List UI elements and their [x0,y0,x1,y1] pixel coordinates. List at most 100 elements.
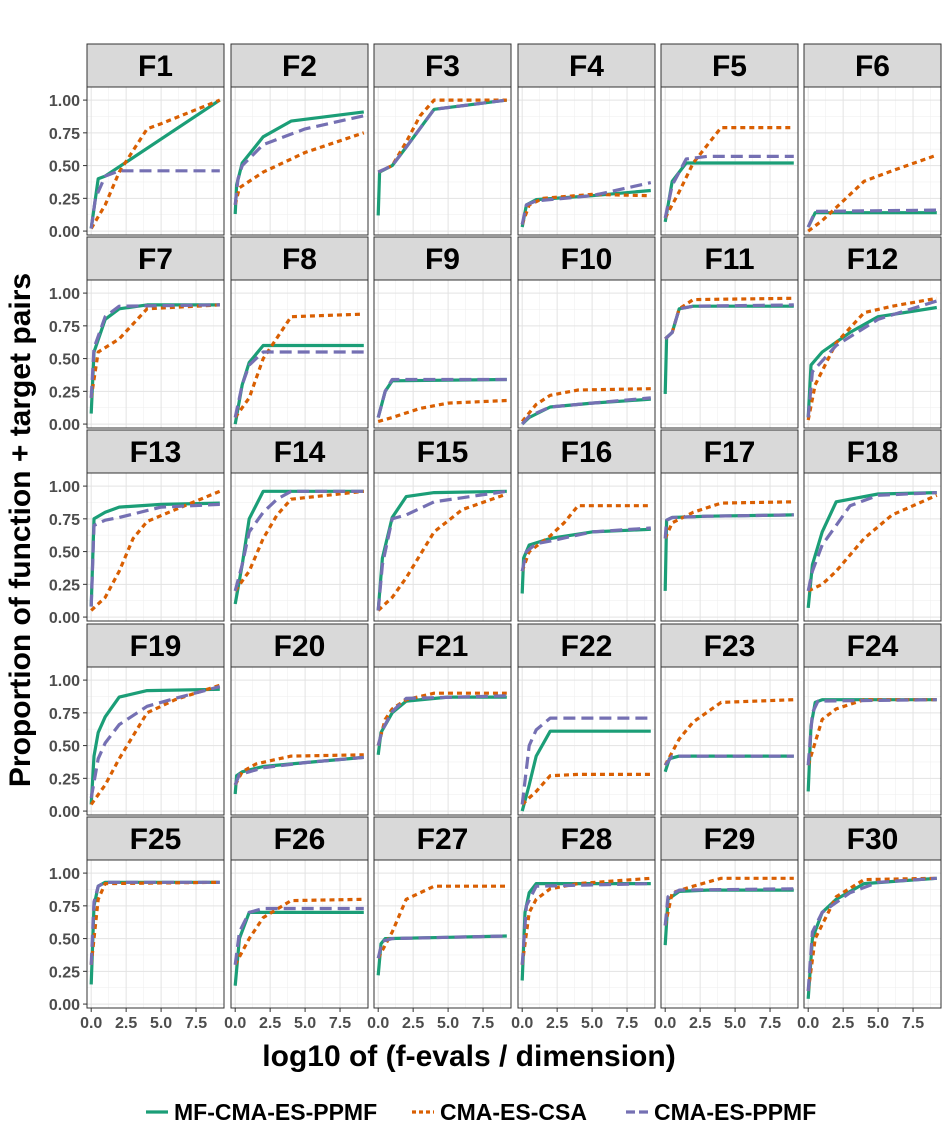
series-line-cma-es-ppmf [233,350,364,418]
facet-title: F20 [274,630,326,663]
facet-strip [230,623,369,668]
y-tick-label: 0.25 [49,771,80,788]
y-axis-title: Proportion of function + target pairs [4,273,37,787]
panel-border [230,279,369,429]
facet-title: F21 [417,630,469,663]
legend-label: CMA-ES-PPMF [654,1099,816,1125]
y-tick-label: 1.00 [49,673,80,690]
series-line-cma-es-csa [521,772,651,806]
panel-f16: F16 [517,429,656,622]
y-tick-label: 0.25 [49,577,80,594]
series-line-mf-cma-es-ppmf [89,303,220,414]
facet-strip [86,43,225,88]
facet-title: F1 [138,50,173,83]
series-line-mf-cma-es-ppmf [89,687,220,805]
series-line-cma-es-ppmf [89,502,220,607]
panel-border [86,859,225,1009]
series-line-cma-es-ppmf [377,98,508,174]
x-tick-label: 0.0 [367,1015,389,1032]
series-line-cma-es-ppmf [663,887,794,926]
legend-label: CMA-ES-CSA [440,1099,587,1125]
panel-border [373,666,512,816]
panel-border [86,666,225,816]
series-line-cma-es-ppmf [89,880,220,965]
legend-label: MF-CMA-ES-PPMF [174,1099,377,1125]
series-line-cma-es-ppmf [520,882,651,965]
panel-f18: F18 [803,429,942,622]
y-tick-label: 0.50 [49,352,80,369]
x-tick-label: 2.5 [546,1015,568,1032]
facet-title: F26 [274,823,326,856]
plot-area [661,473,798,621]
series-line-cma-es-ppmf [376,694,507,747]
series-line-cma-es-ppmf [520,716,651,805]
facet-title: F8 [282,243,317,276]
panel-border [373,279,512,429]
panel-border [86,86,225,236]
facet-title: F24 [847,630,899,663]
x-tick-label: 7.5 [185,1015,207,1032]
series-line-cma-es-csa [377,398,507,424]
legend: MF-CMA-ES-PPMF CMA-ES-CSA CMA-ES-PPMF [146,1099,816,1125]
panel-f8: F8 [230,236,369,429]
facet-title: F25 [130,823,182,856]
plot-area [518,280,655,428]
facet-strip [373,429,512,474]
facet-title: F11 [704,243,754,276]
x-tick-label: 0.0 [224,1015,246,1032]
facet-strip [230,429,369,474]
panel-border [660,86,799,236]
panel-f28: F28 0.0 2.5 5.0 7.5 [511,816,656,1032]
y-tick-label: 0.00 [49,804,80,821]
y-tick-label: 1.00 [49,866,80,883]
panel-border [230,859,369,1009]
series-line-cma-es-ppmf [663,754,794,767]
panel-f21: F21 [373,623,512,816]
y-tick-label: 0.00 [49,997,80,1014]
series-line-cma-es-csa [89,98,221,230]
facet-strip [803,816,942,861]
panel-f6: F6 [803,43,942,236]
x-tick-label: 2.5 [259,1015,281,1032]
facet-strip [660,43,799,88]
series-line-mf-cma-es-ppmf [233,489,364,605]
panel-border [517,86,656,236]
x-tick-label: 5.0 [724,1015,746,1032]
series-line-cma-es-ppmf [233,755,364,786]
panel-f15: F15 [373,429,512,622]
panel-border [803,666,942,816]
facet-strip [86,816,225,861]
facet-title: F13 [130,436,182,469]
panel-f7: F7 0.00 0.25 0.50 0.75 1.00 [49,236,225,434]
plot-area [231,87,368,235]
panel-border [517,666,656,816]
facet-title: F6 [855,50,890,83]
panel-f27: F27 0.0 2.5 5.0 7.5 [367,816,512,1032]
plot-area [87,473,224,621]
series-line-cma-es-ppmf [521,396,651,426]
plot-area [231,473,368,621]
panel-border [660,472,799,622]
facet-title: F14 [274,436,326,469]
series-line-cma-es-csa [520,876,651,966]
x-tick-label: 5.0 [867,1015,889,1032]
facet-title: F2 [282,50,317,83]
facet-title: F15 [417,436,469,469]
x-tick-label: 5.0 [581,1015,603,1032]
series-line-cma-es-csa [90,489,221,612]
panel-border [660,279,799,429]
panel-border [803,279,942,429]
facet-strip [230,816,369,861]
facet-strip [660,236,799,281]
series-line-cma-es-ppmf [663,154,794,219]
facet-title: F17 [704,436,756,469]
series-line-cma-es-csa [233,489,364,592]
series-line-cma-es-csa [663,500,794,540]
panel-f5: F5 [660,43,799,236]
series-line-cma-es-csa [233,312,364,419]
x-tick-label: 5.0 [437,1015,459,1032]
y-tick-label: 0.50 [49,932,80,949]
series-line-cma-es-csa [663,126,794,219]
